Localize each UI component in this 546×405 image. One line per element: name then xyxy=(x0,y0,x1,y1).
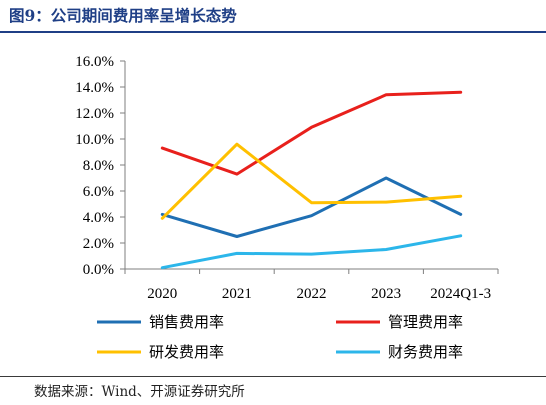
series-line xyxy=(160,176,463,238)
figure-title: 图9：公司期间费用率呈增长态势 xyxy=(9,6,237,25)
y-tick-label: 10.0% xyxy=(75,132,114,148)
series-line xyxy=(160,142,463,220)
y-tick-label: 12.0% xyxy=(75,106,114,122)
legend-label: 管理费用率 xyxy=(388,313,463,331)
x-tick-label: 2022 xyxy=(297,286,327,302)
source-note: 数据来源：Wind、开源证券研究所 xyxy=(34,384,245,400)
y-tick-label: 6.0% xyxy=(83,184,114,200)
y-tick-label: 0.0% xyxy=(83,262,114,278)
y-tick-label: 2.0% xyxy=(83,236,114,252)
legend-label: 财务费用率 xyxy=(388,343,463,361)
y-tick-label: 16.0% xyxy=(75,54,114,70)
legend-label: 研发费用率 xyxy=(149,343,224,361)
legend-label: 销售费用率 xyxy=(149,313,224,331)
series-line xyxy=(160,234,463,270)
title-underline xyxy=(0,31,546,33)
x-tick-label: 2021 xyxy=(222,286,252,302)
x-tick-label: 2024Q1-3 xyxy=(430,286,491,302)
axes-layer xyxy=(120,60,499,274)
series-line xyxy=(160,90,463,176)
y-tick-label: 4.0% xyxy=(83,210,114,226)
x-tick-label: 2023 xyxy=(371,286,401,302)
series-layer xyxy=(160,90,463,270)
y-tick-label: 14.0% xyxy=(75,80,114,96)
y-tick-label: 8.0% xyxy=(83,158,114,174)
source-divider xyxy=(0,376,546,377)
tick-label-layer: 0.0% 2.0% 4.0% 6.0% 8.0% 10.0% 12.0% 14.0% 16.0%… xyxy=(75,54,491,302)
x-tick-label: 2020 xyxy=(147,286,177,302)
